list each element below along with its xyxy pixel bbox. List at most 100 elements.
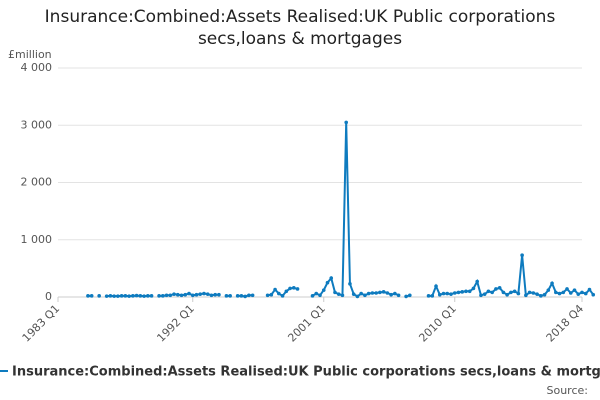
point bbox=[138, 294, 143, 298]
point bbox=[116, 294, 120, 298]
point bbox=[329, 276, 334, 280]
point bbox=[524, 293, 528, 298]
point bbox=[512, 289, 517, 294]
point bbox=[175, 292, 180, 297]
point bbox=[565, 287, 569, 291]
point bbox=[194, 292, 199, 297]
point bbox=[348, 282, 352, 286]
point bbox=[426, 294, 431, 298]
point bbox=[359, 291, 363, 296]
point bbox=[198, 292, 203, 296]
point bbox=[572, 288, 577, 292]
point bbox=[179, 293, 184, 298]
point bbox=[550, 281, 554, 286]
point bbox=[370, 291, 375, 295]
point bbox=[239, 294, 244, 298]
point bbox=[464, 289, 468, 294]
point bbox=[366, 291, 371, 296]
point bbox=[531, 291, 536, 295]
point bbox=[277, 291, 281, 296]
point bbox=[430, 294, 435, 298]
point bbox=[86, 294, 90, 298]
point bbox=[389, 292, 393, 297]
point bbox=[205, 292, 210, 296]
point bbox=[467, 289, 472, 294]
point bbox=[127, 294, 131, 298]
x-tick-label: 1983 Q1 bbox=[20, 302, 63, 345]
point bbox=[490, 290, 494, 295]
point bbox=[374, 291, 378, 295]
point bbox=[475, 279, 480, 284]
point bbox=[224, 294, 229, 298]
point bbox=[568, 291, 573, 295]
point bbox=[97, 294, 101, 298]
y-tick-label: 1 000 bbox=[21, 233, 53, 246]
point bbox=[217, 292, 221, 297]
y-tick-label: 0 bbox=[45, 290, 52, 303]
point bbox=[516, 291, 521, 296]
point bbox=[310, 294, 315, 298]
point bbox=[235, 294, 240, 298]
point bbox=[325, 280, 330, 285]
point bbox=[284, 289, 289, 294]
point bbox=[527, 290, 532, 295]
series-line bbox=[87, 122, 595, 298]
point bbox=[576, 292, 581, 296]
point bbox=[321, 288, 326, 292]
point bbox=[89, 294, 94, 298]
point bbox=[535, 292, 539, 296]
point bbox=[479, 293, 483, 298]
point bbox=[187, 291, 191, 296]
point bbox=[539, 294, 543, 298]
chart-title: Insurance:Combined:Assets Realised:UK Pu… bbox=[44, 7, 556, 49]
x-tick-label: 1992 Q1 bbox=[154, 302, 197, 345]
point bbox=[561, 290, 566, 295]
point bbox=[520, 253, 524, 258]
point bbox=[441, 291, 446, 296]
point bbox=[583, 291, 588, 296]
point bbox=[269, 292, 274, 297]
point bbox=[482, 292, 487, 296]
point bbox=[142, 294, 146, 298]
point bbox=[355, 294, 360, 299]
point bbox=[314, 291, 319, 296]
point bbox=[131, 294, 135, 298]
point bbox=[471, 286, 476, 291]
point bbox=[157, 294, 161, 298]
point bbox=[112, 294, 116, 298]
point bbox=[393, 291, 397, 296]
point bbox=[501, 290, 506, 295]
point bbox=[295, 287, 300, 291]
point bbox=[381, 290, 386, 294]
point bbox=[408, 293, 412, 298]
point bbox=[172, 292, 176, 296]
point bbox=[580, 290, 584, 295]
y-tick-label: 4 000 bbox=[21, 61, 53, 74]
point bbox=[404, 294, 408, 299]
point bbox=[587, 287, 592, 292]
point bbox=[591, 292, 596, 297]
point bbox=[265, 293, 270, 298]
point bbox=[161, 294, 165, 298]
point bbox=[333, 290, 337, 295]
point bbox=[108, 294, 113, 298]
point bbox=[378, 290, 382, 295]
source: Source: bbox=[547, 384, 589, 397]
point bbox=[318, 293, 322, 298]
x-tick-label: 2001 Q1 bbox=[285, 302, 328, 345]
point bbox=[434, 284, 438, 288]
point bbox=[363, 293, 367, 298]
point bbox=[288, 286, 292, 291]
point bbox=[344, 120, 349, 125]
point bbox=[396, 293, 401, 298]
y-tick-label: 3 000 bbox=[21, 118, 53, 131]
point bbox=[164, 293, 169, 298]
point bbox=[202, 291, 206, 296]
point bbox=[190, 293, 195, 298]
y-tick-label: 2 000 bbox=[21, 176, 53, 189]
x-tick-label: 2010 Q1 bbox=[416, 302, 459, 345]
point bbox=[542, 292, 547, 297]
point bbox=[292, 286, 296, 290]
